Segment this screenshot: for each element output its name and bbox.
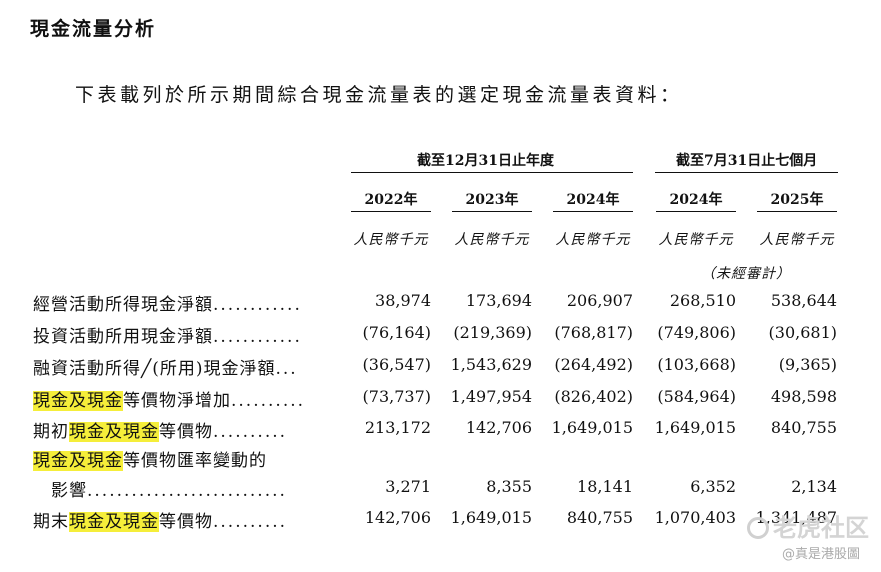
row-label-text: 影響 xyxy=(33,481,87,501)
table-cell: (36,547) xyxy=(362,355,431,374)
row-label-text: 期末 xyxy=(33,512,69,532)
row-leader-dots: .......... xyxy=(213,512,288,532)
table-cell: 1,543,629 xyxy=(450,355,532,374)
row-label-highlight: 現金及現金 xyxy=(33,391,123,411)
table-cell: 3,271 xyxy=(385,477,431,496)
row-label-text: 等價物 xyxy=(159,512,213,532)
row-label: 現金及現金等價物匯率變動的 xyxy=(33,446,267,471)
row-leader-dots: ............ xyxy=(213,327,302,347)
group-header-seven-months: 截至7月31日止七個月 xyxy=(676,153,818,169)
row-label: 期末現金及現金等價物.......... xyxy=(33,507,287,532)
table-cell: (30,681) xyxy=(768,323,837,342)
unit-label-5: 人民幣千元 xyxy=(759,232,835,248)
row-label-text: 投資活動所用現金淨額 xyxy=(33,327,213,347)
unaudited-label: （未經審計） xyxy=(701,266,791,282)
row-label-highlight: 現金及現金 xyxy=(33,451,123,471)
table-cell: (9,365) xyxy=(778,355,837,374)
year-header-2: 2023年 xyxy=(465,192,519,208)
row-label-text: 期初 xyxy=(33,422,69,442)
table-cell: 1,649,015 xyxy=(654,418,736,437)
table-cell: 1,341,487 xyxy=(755,508,837,527)
row-leader-dots: .......... xyxy=(213,422,288,442)
tiger-logo-icon xyxy=(747,517,769,539)
table-cell: 213,172 xyxy=(364,418,431,437)
watermark-brand: 老虎社区 xyxy=(747,508,869,543)
table-cell: 1,649,015 xyxy=(450,508,532,527)
table-cell: (76,164) xyxy=(362,323,431,342)
table-cell: 8,355 xyxy=(486,477,532,496)
row-label: 經營活動所得現金淨額............ xyxy=(33,290,302,315)
watermark-handle: @真是港股圖 xyxy=(782,547,861,562)
year-rule-2 xyxy=(452,211,532,212)
table-cell: 268,510 xyxy=(669,291,736,310)
table-cell: (73,737) xyxy=(362,387,431,406)
row-label-highlight: 現金及現金 xyxy=(69,422,159,442)
row-label: 影響........................... xyxy=(33,476,287,501)
year-header-1: 2022年 xyxy=(364,192,418,208)
table-cell: 18,141 xyxy=(577,477,633,496)
table-cell: 142,706 xyxy=(465,418,532,437)
table-cell: (264,492) xyxy=(554,355,633,374)
year-rule-1 xyxy=(351,211,431,212)
table-cell: 1,649,015 xyxy=(551,418,633,437)
row-label-text: 等價物 xyxy=(159,422,213,442)
year-rule-4 xyxy=(656,211,736,212)
year-header-4: 2024年 xyxy=(669,192,723,208)
table-cell: (584,964) xyxy=(657,387,736,406)
row-label: 投資活動所用現金淨額............ xyxy=(33,322,302,347)
intro-text: 下表載列於所示期間綜合現金流量表的選定現金流量表資料： xyxy=(75,84,683,106)
table-cell: 538,644 xyxy=(770,291,837,310)
row-label: 融資活動所得╱(所用)現金淨額... xyxy=(33,354,298,379)
unit-label-2: 人民幣千元 xyxy=(454,232,530,248)
table-cell: (826,402) xyxy=(554,387,633,406)
table-cell: (749,806) xyxy=(657,323,736,342)
year-rule-5 xyxy=(757,211,837,212)
group-header-annual: 截至12月31日止年度 xyxy=(417,153,554,169)
row-label-text: 融資活動所得╱(所用)現金淨額 xyxy=(33,359,276,379)
unit-label-3: 人民幣千元 xyxy=(555,232,631,248)
year-rule-3 xyxy=(553,211,633,212)
row-leader-dots: ... xyxy=(275,359,298,379)
table-cell: (219,369) xyxy=(453,323,532,342)
table-cell: 2,134 xyxy=(791,477,837,496)
row-label-text: 等價物淨增加 xyxy=(123,391,231,411)
row-label: 期初現金及現金等價物.......... xyxy=(33,417,287,442)
row-label-text: 經營活動所得現金淨額 xyxy=(33,295,213,315)
row-leader-dots: ............ xyxy=(213,295,302,315)
table-cell: 840,755 xyxy=(770,418,837,437)
row-label: 現金及現金等價物淨增加.......... xyxy=(33,386,305,411)
row-label-text: 等價物匯率變動的 xyxy=(123,451,267,471)
section-title: 現金流量分析 xyxy=(30,18,157,40)
table-cell: (768,817) xyxy=(554,323,633,342)
row-leader-dots: .......... xyxy=(231,391,306,411)
group-rule-seven-months xyxy=(655,172,838,173)
table-cell: 173,694 xyxy=(465,291,532,310)
year-header-5: 2025年 xyxy=(770,192,824,208)
table-cell: 6,352 xyxy=(690,477,736,496)
unit-label-1: 人民幣千元 xyxy=(353,232,429,248)
table-cell: 1,497,954 xyxy=(450,387,532,406)
table-cell: 1,070,403 xyxy=(654,508,736,527)
table-cell: 142,706 xyxy=(364,508,431,527)
table-cell: (103,668) xyxy=(657,355,736,374)
table-cell: 840,755 xyxy=(566,508,633,527)
table-cell: 38,974 xyxy=(375,291,431,310)
unit-label-4: 人民幣千元 xyxy=(658,232,734,248)
group-rule-annual xyxy=(351,172,633,173)
table-cell: 206,907 xyxy=(566,291,633,310)
year-header-3: 2024年 xyxy=(566,192,620,208)
row-leader-dots: ........................... xyxy=(87,481,287,501)
row-label-highlight: 現金及現金 xyxy=(69,512,159,532)
table-cell: 498,598 xyxy=(770,387,837,406)
